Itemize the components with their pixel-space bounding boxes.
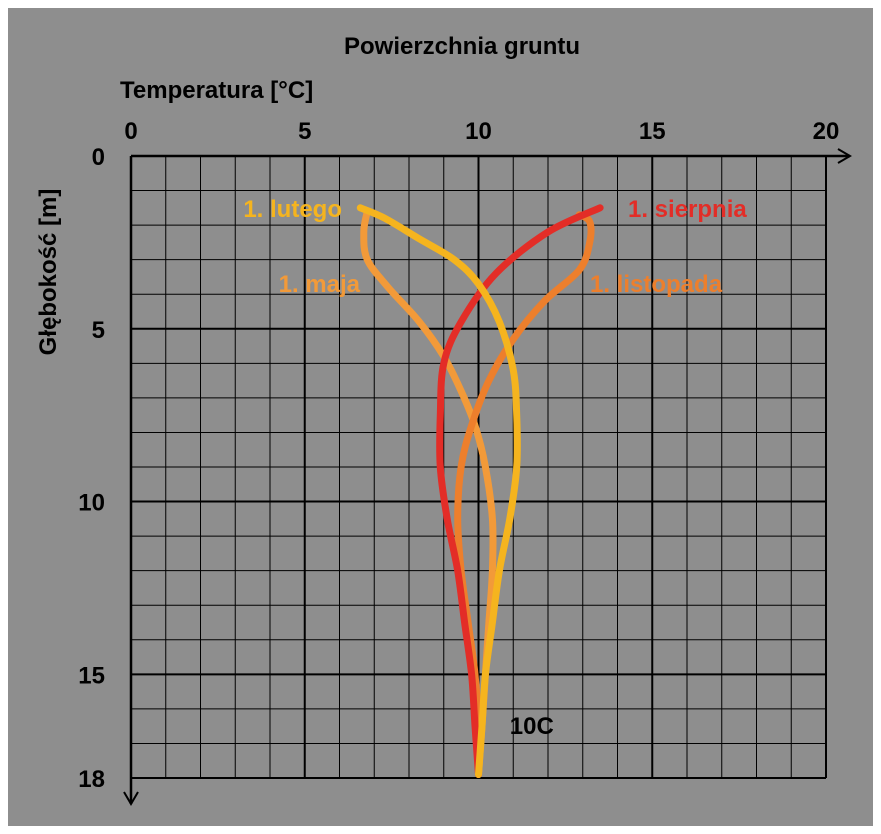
y-tick-label: 5 [92,317,105,344]
x-tick-label: 10 [465,118,492,145]
series-label: 1. listopada [590,271,723,298]
series-label: 1. lutego [243,196,342,223]
annotations: 10C [510,713,554,740]
y-axis-title: Głębokość [m] [35,189,62,356]
y-tick-label: 0 [92,144,105,171]
temperature-depth-chart: 0 5 10 15 20 0 5 10 15 18 1. lutego 1. maja 1. sier… [35,33,852,806]
chart-panel: 0 5 10 15 20 0 5 10 15 18 1. lutego 1. maja 1. sier… [8,8,873,826]
series-line-1-lutego [356,204,521,778]
y-tick-label: 15 [78,662,105,689]
y-tick-label: 10 [78,490,105,517]
x-axis-arrow [837,148,852,164]
tick-labels: 0 5 10 15 20 0 5 10 15 18 [78,118,839,793]
series [356,204,604,778]
x-axis-title: Temperatura [°C] [120,77,313,104]
x-tick-label: 15 [639,118,666,145]
x-tick-label: 20 [813,118,840,145]
series-label: 1. sierpnia [628,196,747,223]
series-labels: 1. lutego 1. maja 1. sierpnia 1. listopada [243,196,747,298]
axes [123,148,852,806]
chart-title: Powierzchnia gruntu [344,33,580,60]
series-line-1-sierpnia [436,204,604,778]
y-tick-label: 18 [78,766,105,793]
series-label: 1. maja [279,271,361,298]
x-tick-label: 5 [298,118,311,145]
y-axis-arrow [123,791,139,806]
annotation-label: 10C [510,713,554,740]
x-tick-label: 0 [124,118,137,145]
